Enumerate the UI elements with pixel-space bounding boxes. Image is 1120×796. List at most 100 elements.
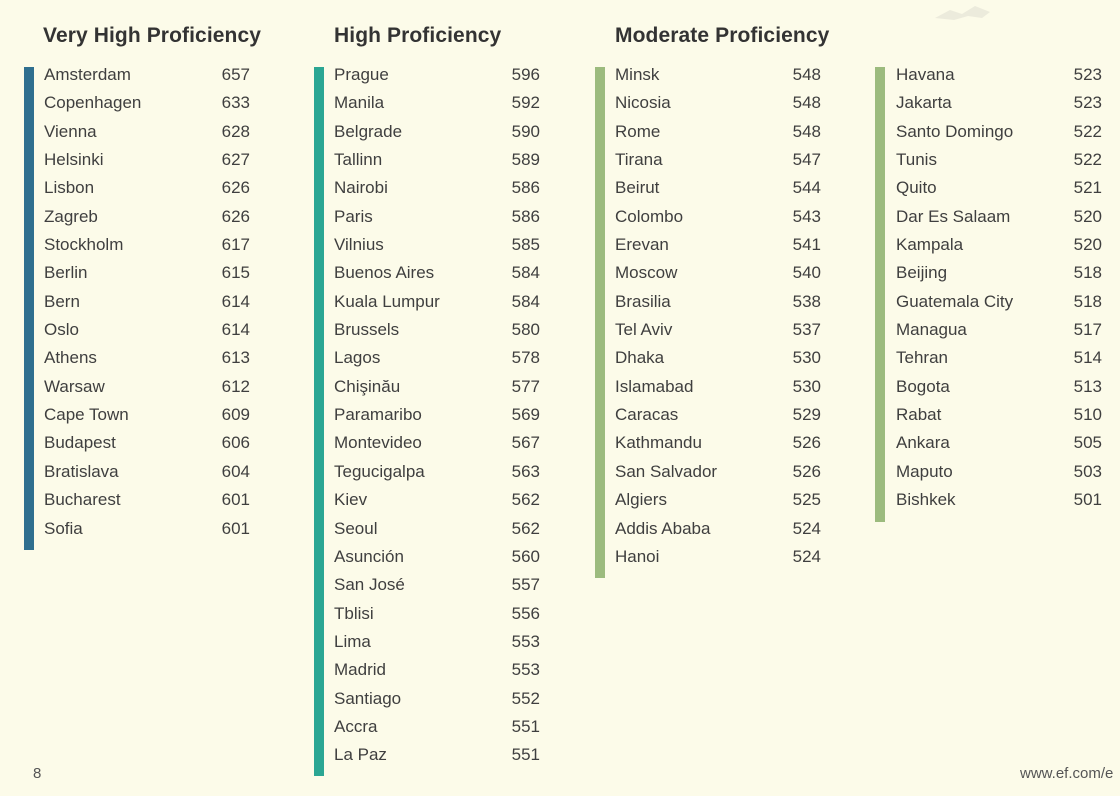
category-bar-moderate-continued <box>875 67 885 522</box>
city-name: Bishkek <box>896 490 956 510</box>
city-name: Moscow <box>615 263 678 283</box>
proficiency-score: 505 <box>1073 433 1102 453</box>
city-name: Vienna <box>44 121 97 141</box>
decorative-map-fragment <box>935 6 990 20</box>
proficiency-score: 580 <box>511 320 540 340</box>
proficiency-score: 501 <box>1073 490 1102 510</box>
proficiency-score: 523 <box>1073 65 1102 84</box>
city-name: Nicosia <box>615 93 671 113</box>
city-row: Lima 553 <box>334 628 540 656</box>
city-name: Minsk <box>615 65 660 84</box>
city-row: Minsk 548 <box>615 61 821 89</box>
proficiency-score: 541 <box>792 235 821 255</box>
city-name: Buenos Aires <box>334 263 435 283</box>
city-name: Sofia <box>44 518 83 538</box>
city-name: Kiev <box>334 490 368 510</box>
proficiency-score: 586 <box>511 206 540 226</box>
city-name: Bucharest <box>44 490 121 510</box>
city-name: Tunis <box>896 150 937 170</box>
city-name: Havana <box>896 65 955 84</box>
city-row: San José 557 <box>334 571 540 599</box>
proficiency-score: 548 <box>792 93 821 113</box>
proficiency-score: 614 <box>221 291 250 311</box>
city-name: Montevideo <box>334 433 422 453</box>
city-name: Managua <box>896 320 967 340</box>
proficiency-score: 520 <box>1073 206 1102 226</box>
city-name: Tallinn <box>334 150 383 170</box>
proficiency-score: 518 <box>1073 291 1102 311</box>
city-row: Bishkek 501 <box>896 486 1102 514</box>
city-name: Beirut <box>615 178 660 198</box>
city-row: Vienna 628 <box>44 118 250 146</box>
proficiency-score: 524 <box>792 518 821 538</box>
city-row: Dar Es Salaam 520 <box>896 203 1102 231</box>
city-name: Asunción <box>334 546 404 566</box>
city-list-very-high: Amsterdam 657 Copenhagen 633 Vienna 628 Helsin… <box>44 61 250 543</box>
city-row: Tunis 522 <box>896 146 1102 174</box>
city-row: Tblisi 556 <box>334 600 540 628</box>
city-name: Seoul <box>334 518 378 538</box>
city-row: Bucharest 601 <box>44 486 250 514</box>
proficiency-score: 526 <box>792 433 821 453</box>
city-row: Berlin 615 <box>44 259 250 287</box>
city-row: Algiers 525 <box>615 486 821 514</box>
city-row: Kampala 520 <box>896 231 1102 259</box>
column-heading-very-high: Very High Proficiency <box>43 24 262 47</box>
proficiency-score: 569 <box>511 405 540 425</box>
city-name: Amsterdam <box>44 65 131 84</box>
proficiency-score: 657 <box>221 65 250 84</box>
city-name: Paris <box>334 206 373 226</box>
city-row: Vilnius 585 <box>334 231 540 259</box>
city-row: Addis Ababa 524 <box>615 515 821 543</box>
proficiency-score: 563 <box>511 461 540 481</box>
proficiency-score: 596 <box>511 65 540 84</box>
city-name: La Paz <box>334 745 387 765</box>
city-name: Ankara <box>896 433 950 453</box>
city-name: Manila <box>334 93 385 113</box>
proficiency-score: 537 <box>792 320 821 340</box>
city-name: Brasilia <box>615 291 671 311</box>
city-row: Buenos Aires 584 <box>334 259 540 287</box>
proficiency-score: 524 <box>792 546 821 566</box>
city-name: Cape Town <box>44 405 129 425</box>
city-list-moderate-continued: Havana 523 Jakarta 523 Santo Domingo 522 Tunis… <box>896 61 1102 515</box>
city-name: Addis Ababa <box>615 518 711 538</box>
city-name: Quito <box>896 178 937 198</box>
city-row: Tel Aviv 537 <box>615 316 821 344</box>
city-row: Brasilia 538 <box>615 288 821 316</box>
category-bar-very-high <box>24 67 34 550</box>
city-name: Bogota <box>896 376 950 396</box>
city-name: Dhaka <box>615 348 665 368</box>
proficiency-score: 617 <box>221 235 250 255</box>
city-name: Kathmandu <box>615 433 702 453</box>
proficiency-score: 578 <box>511 348 540 368</box>
city-name: Kampala <box>896 235 964 255</box>
city-name: Tel Aviv <box>615 320 673 340</box>
city-row: Montevideo 567 <box>334 429 540 457</box>
proficiency-score: 525 <box>792 490 821 510</box>
city-row: Quito 521 <box>896 174 1102 202</box>
city-row: Islamabad 530 <box>615 373 821 401</box>
city-row: Rabat 510 <box>896 401 1102 429</box>
proficiency-score: 503 <box>1073 461 1102 481</box>
city-row: Managua 517 <box>896 316 1102 344</box>
city-row: Kuala Lumpur 584 <box>334 288 540 316</box>
city-row: Beijing 518 <box>896 259 1102 287</box>
proficiency-score: 614 <box>221 320 250 340</box>
city-name: Zagreb <box>44 206 98 226</box>
proficiency-score: 553 <box>511 660 540 680</box>
proficiency-score: 613 <box>221 348 250 368</box>
footer-url: www.ef.com/e <box>1020 765 1114 782</box>
column-heading-high: High Proficiency <box>334 24 502 47</box>
proficiency-score: 530 <box>792 348 821 368</box>
proficiency-score: 551 <box>511 745 540 765</box>
proficiency-score: 548 <box>792 65 821 84</box>
city-name: Athens <box>44 348 97 368</box>
city-row: Brussels 580 <box>334 316 540 344</box>
proficiency-score: 560 <box>511 546 540 566</box>
city-name: Tblisi <box>334 603 374 623</box>
city-name: Erevan <box>615 235 669 255</box>
city-row: Beirut 544 <box>615 174 821 202</box>
city-row: Nicosia 548 <box>615 89 821 117</box>
city-name: Paramaribo <box>334 405 422 425</box>
